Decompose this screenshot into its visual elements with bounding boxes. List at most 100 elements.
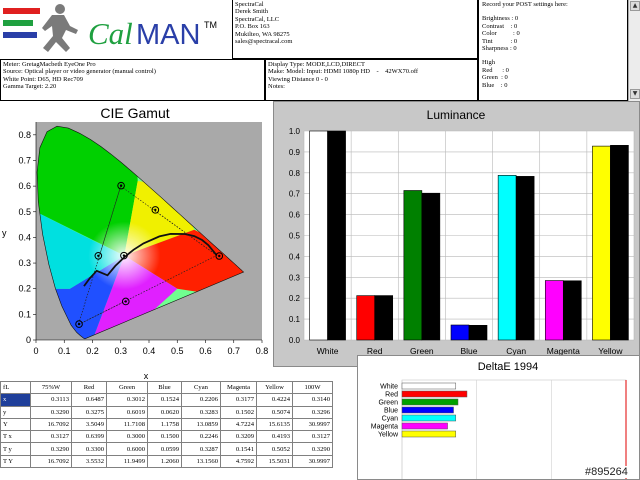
table-cell: 0.4224	[256, 393, 293, 407]
luminance-y-tick-label: 0.7	[289, 190, 301, 199]
cie-axes: 0 0.1 0.2 0.3 0.4 0.5 0.6 0.7 0.8 0 0.1 0.2 0.3 0.4 0.…	[18, 122, 268, 356]
measured-point-ring	[120, 251, 128, 260]
cie-x-tick-label: 0.7	[227, 346, 240, 356]
cie-x-tick-label: 0	[33, 346, 38, 356]
luminance-y-tick-label: 0.9	[289, 148, 301, 157]
column-header[interactable]: Red	[71, 380, 107, 395]
luminance-y-tick-label: 0.8	[289, 169, 301, 178]
measured-point-ring	[121, 297, 130, 306]
luminance-category-label: Green	[410, 346, 434, 356]
column-header[interactable]: Blue	[147, 380, 182, 395]
cie-x-tick-label: 0.8	[256, 346, 269, 356]
column-header[interactable]: Green	[106, 380, 148, 395]
row-label[interactable]: y	[0, 405, 31, 419]
post-setting: Sharpness : 0	[482, 45, 517, 53]
target-secondary-line	[99, 186, 122, 256]
contact-line: SpectraCal	[235, 1, 264, 8]
table-cell: 16.7092	[30, 454, 72, 469]
table-cell: 0.1524	[147, 393, 182, 407]
luminance-title: Luminance	[427, 108, 486, 122]
scroll-down-arrow-icon[interactable]: ▼	[630, 89, 640, 99]
luminance-y-tick-label: 0.1	[289, 315, 301, 324]
calman-logo: Cal MAN TM	[3, 4, 217, 52]
column-header[interactable]: 100W	[292, 380, 333, 395]
deltae-bar-green	[401, 398, 459, 406]
cie-y-tick-label: 0.6	[18, 181, 31, 191]
table-cell: 0.3127	[292, 430, 333, 444]
measured-points	[75, 181, 224, 328]
deltae-category-label: Blue	[384, 408, 398, 415]
cie-gamut-chart: 0 0.1 0.2 0.3 0.4 0.5 0.6 0.7 0.8 0 0.1 0.2 0.3 0.4 0.…	[2, 122, 268, 381]
measurement-table: fL 75%W Red Green Blue Cyan Magenta Yell…	[0, 380, 333, 469]
deltae-bar-blue	[401, 406, 454, 414]
measured-point-dot	[77, 322, 81, 326]
measured-point-yellow	[151, 206, 160, 214]
measured-point-dot	[154, 208, 157, 212]
deltae-category-label: White	[380, 384, 398, 391]
post-settings-textbox[interactable]: Record your POST settings here: Brightne…	[478, 0, 628, 101]
logo-man-text: MAN	[136, 19, 200, 51]
table-cell: 0.3177	[220, 393, 257, 407]
row-label[interactable]: T Y	[0, 454, 31, 469]
table-cell: 0.1500	[147, 430, 182, 444]
meter-line: Gamma Target: 2.20	[3, 83, 57, 91]
measured-point-ring	[117, 181, 125, 190]
cie-x-label: x	[144, 371, 149, 381]
post-scrollbar[interactable]: ▲ ▼	[628, 0, 640, 101]
luminance-bar-target-cyan	[515, 176, 535, 341]
table-cell: 30.9997	[292, 417, 333, 432]
row-label[interactable]: x	[0, 393, 31, 407]
table-cell: 0.3113	[30, 393, 72, 407]
luminance-bar-target-green	[421, 192, 441, 341]
row-label[interactable]: Y	[0, 417, 31, 432]
column-header[interactable]: Cyan	[181, 380, 221, 395]
table-row[interactable]: x 0.3113 0.6487 0.3012 0.1524 0.2206 0.3177 0.4…	[0, 393, 333, 407]
post-setting: Tint : 0	[482, 37, 518, 45]
luminance-y-tick-label: 0.0	[289, 336, 301, 345]
deltae-panel: DeltaE 1994 0123 WhiteRedGreenBlueCyanMa…	[357, 355, 640, 480]
column-header[interactable]: Yellow	[256, 380, 293, 395]
table-row[interactable]: T y 0.3290 0.3300 0.6000 0.0599 0.3287 0.1541 0…	[0, 442, 333, 456]
contact-line: P.O. Box 163	[235, 23, 270, 31]
table-row[interactable]: y 0.3290 0.3275 0.6019 0.0620 0.3283 0.1502 0.5…	[0, 405, 333, 419]
row-label[interactable]: T x	[0, 430, 31, 444]
luminance-y-tick-label: 1.0	[289, 127, 301, 136]
table-cell: 0.6399	[71, 430, 107, 444]
cie-x-tick-label: 0.4	[143, 346, 156, 356]
table-row[interactable]: T Y 16.7092 3.5532 11.9499 1.2060 13.1560 4.75…	[0, 454, 333, 469]
cie-x-tick-label: 0.5	[171, 346, 184, 356]
luminance-bar-measured-green	[403, 190, 423, 341]
table-cell: 13.1560	[181, 454, 221, 469]
row-label[interactable]: T y	[0, 442, 31, 456]
luminance-y-tick-label: 0.4	[289, 252, 301, 261]
column-header[interactable]: Magenta	[220, 380, 257, 395]
cie-chart-title: CIE Gamut	[100, 105, 170, 121]
scroll-up-arrow-icon[interactable]: ▲	[630, 1, 640, 11]
deltae-title: DeltaE 1994	[478, 361, 539, 373]
table-cell: 0.6000	[106, 442, 148, 456]
column-header[interactable]: fL	[0, 380, 31, 395]
measured-point-blue	[75, 320, 83, 328]
cie-y-tick-label: 0.1	[18, 309, 31, 319]
table-cell: 0.3140	[292, 393, 333, 407]
table-row[interactable]: T x 0.3127 0.6399 0.3000 0.1500 0.2246 0.3209 0…	[0, 430, 333, 444]
image-id-watermark: #895264	[583, 466, 630, 478]
luminance-y-tick-label: 0.6	[289, 211, 301, 220]
cie-y-tick-label: 0	[26, 335, 31, 345]
contact-line: Mukilteo, WA 98275	[235, 30, 290, 38]
table-cell: 0.3287	[181, 442, 221, 456]
table-cell: 3.5532	[71, 454, 107, 469]
table-row[interactable]: Y 16.7092 3.5049 11.7108 1.1758 13.0859 4.7224…	[0, 417, 333, 432]
table-cell: 0.3012	[106, 393, 148, 407]
cie-y-tick-label: 0.7	[18, 155, 31, 165]
running-man-icon	[42, 4, 78, 52]
table-cell: 0.3127	[30, 430, 72, 444]
table-cell: 0.3300	[71, 442, 107, 456]
display-info: Display Type: MODE,LCD,DIRECT Make: Mode…	[265, 59, 478, 101]
column-header[interactable]: 75%W	[30, 380, 72, 395]
meter-info: Meter: GretagMacbeth EyeOne Pro Source: …	[0, 59, 265, 101]
table-cell: 15.5031	[256, 454, 293, 469]
luminance-bar-target-yellow	[610, 145, 629, 341]
measured-point-ring	[215, 252, 224, 260]
